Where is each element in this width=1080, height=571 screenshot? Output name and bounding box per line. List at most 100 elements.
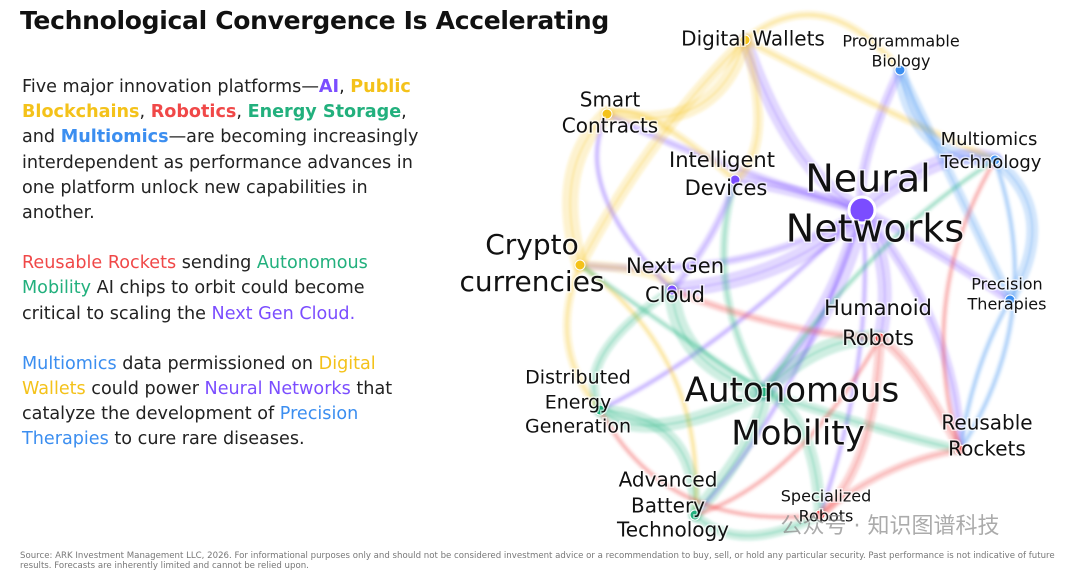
node-label: Smart — [580, 88, 641, 112]
edge-line — [671, 289, 765, 393]
node-label: Robots — [842, 326, 914, 350]
node-dot — [601, 108, 613, 120]
text-segment: Precision Therapies — [22, 404, 359, 450]
node-label: Rockets — [948, 437, 1026, 461]
node-label: Autonomous — [685, 371, 899, 411]
node-label: Contracts — [562, 114, 658, 138]
text-segment: Robotics — [150, 102, 237, 123]
edge-line — [763, 391, 821, 516]
node-dot — [666, 284, 678, 296]
node-label: Specialized — [781, 487, 872, 506]
node-dot — [729, 174, 741, 186]
edge-line — [744, 14, 901, 71]
edge-line — [671, 289, 881, 339]
node-label: Next Gen — [626, 254, 724, 278]
node-label: Biology — [871, 52, 930, 71]
edge-line — [606, 110, 736, 181]
text-segment: , and — [22, 102, 407, 148]
edge-line — [959, 159, 1016, 451]
text-segment: could power — [85, 379, 205, 400]
edge-line — [744, 39, 996, 161]
edge-line — [694, 514, 821, 537]
edge-line — [819, 449, 961, 516]
node-label: Neural — [805, 157, 930, 201]
edge-line — [569, 113, 608, 266]
edge-line — [943, 159, 996, 451]
node-label: Generation — [525, 416, 631, 438]
node-label: Distributed — [525, 367, 631, 389]
edge-line — [734, 39, 759, 181]
edge-line — [599, 209, 863, 411]
edge-line — [861, 209, 1011, 301]
edge-line — [599, 409, 821, 518]
text-segment: Digital Wallets — [22, 353, 376, 400]
node-label: Technology — [616, 518, 729, 542]
network-diagram: Digital Wallets ProgrammableBiologySmartC… — [458, 10, 1048, 543]
text-segment: Multiomics — [60, 127, 169, 148]
edge-line — [959, 299, 1011, 451]
text-segment: Public Blockchains — [22, 77, 411, 123]
edge-line — [606, 39, 746, 119]
edge-line — [671, 179, 736, 291]
edge-line — [593, 289, 673, 411]
description: Five major innovation platforms—AI, Publ… — [22, 75, 422, 478]
node-dot — [1004, 294, 1016, 306]
paragraph: Multiomics data permissioned on Digital … — [22, 352, 422, 453]
watermark: 公众号 · 知识图谱科技 — [781, 514, 1000, 539]
text-segment: AI chips to orbit could become critical … — [22, 278, 365, 324]
node-label: Precision — [971, 275, 1042, 294]
node-label: Battery — [631, 494, 705, 518]
node-label: Multiomics — [941, 129, 1038, 150]
node-dot — [954, 444, 966, 456]
text-segment: Next Gen Cloud. — [211, 303, 356, 324]
node-dot — [894, 64, 906, 76]
node-dot — [814, 509, 826, 521]
node-label: Technology — [940, 152, 1042, 173]
edge-line — [579, 264, 765, 393]
text-segment: , — [339, 77, 351, 97]
edge-line — [763, 159, 996, 393]
node-label: Devices — [685, 176, 768, 200]
node-label: Therapies — [967, 295, 1047, 314]
node-label: Mobility — [731, 414, 865, 454]
edge-line — [599, 409, 696, 516]
text-segment: Five major innovation platforms— — [22, 77, 319, 97]
text-segment: Autonomous Mobility — [22, 253, 368, 299]
node-label: Advanced — [619, 468, 718, 492]
text-segment: sending — [176, 253, 257, 274]
text-segment: Reusable Rockets — [22, 253, 177, 274]
node-dot — [739, 34, 751, 46]
node-label: Energy — [545, 392, 612, 414]
paragraph: Reusable Rockets sending Autonomous Mobi… — [22, 251, 422, 327]
node-dots — [574, 34, 1016, 521]
text-segment: Neural Networks — [204, 379, 351, 400]
node-dot — [574, 259, 586, 271]
node-label: Crypto — [485, 228, 579, 261]
edge-line — [861, 209, 961, 451]
edge-line — [694, 391, 765, 516]
text-segment: AI — [318, 77, 340, 97]
edge — [719, 176, 768, 396]
node-label: Networks — [786, 207, 964, 251]
node-label: Digital Wallets — [681, 27, 825, 51]
footnote: Source: ARK Investment Management LLC, 2… — [20, 551, 1055, 571]
node-dot — [847, 195, 877, 225]
text-segment: Multiomics — [22, 353, 117, 374]
text-segment: , — [139, 102, 151, 123]
title: Technological Convergence Is Acceleratin… — [20, 6, 609, 35]
node-dot — [689, 509, 701, 521]
node-label: Cloud — [645, 283, 705, 307]
edge-line — [879, 337, 961, 451]
node-label: Programmable — [842, 32, 959, 51]
node-dot — [594, 404, 606, 416]
node-dot — [874, 332, 886, 344]
edge-line — [819, 209, 866, 516]
text-segment: —are becoming increasingly interdependen… — [22, 127, 419, 224]
paragraph: Five major innovation platforms—AI, Publ… — [22, 75, 422, 226]
text-segment: that catalyze the development of — [22, 379, 393, 425]
text-segment: Energy Storage — [247, 102, 402, 123]
edge-line — [566, 264, 601, 411]
node-label: Reusable — [941, 411, 1032, 435]
edge-line — [579, 39, 746, 266]
